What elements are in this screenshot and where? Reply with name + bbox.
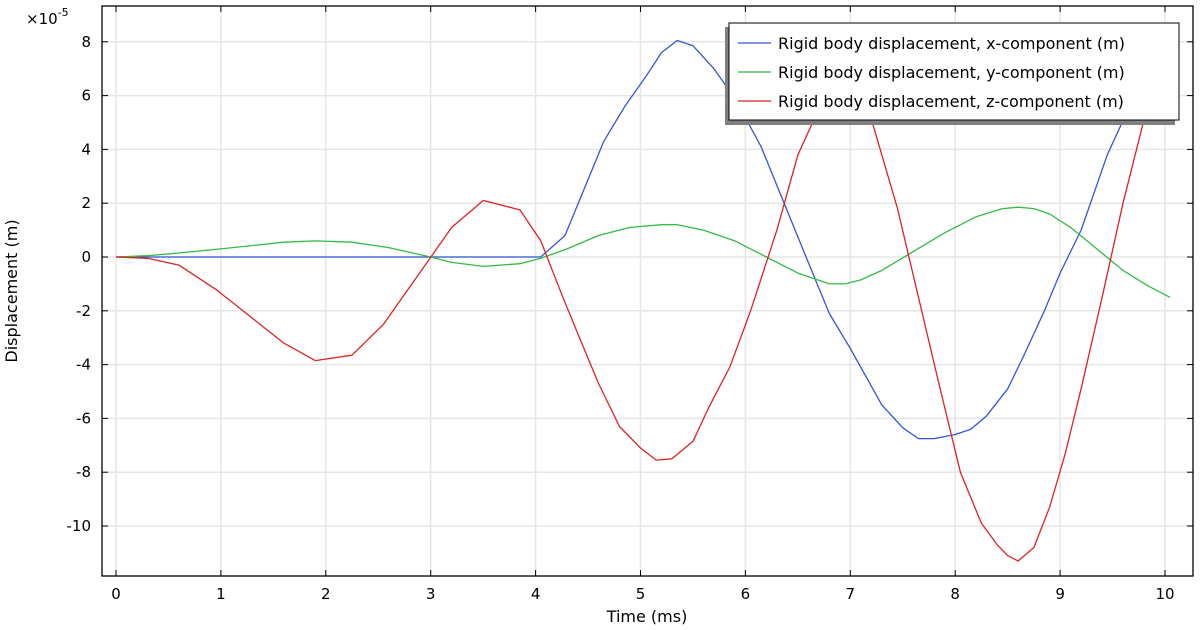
- x-tick-label: 1: [216, 585, 226, 603]
- y-tick-label: 4: [81, 140, 91, 158]
- y-tick-label: 2: [81, 194, 91, 212]
- legend-box: [728, 22, 1180, 121]
- y-tick-label: 8: [81, 33, 91, 51]
- x-tick-label: 3: [426, 585, 436, 603]
- x-axis-title: Time (ms): [606, 607, 688, 626]
- x-tick-label: 10: [1155, 585, 1174, 603]
- y-tick-label: -10: [67, 517, 92, 535]
- legend: Rigid body displacement, x-component (m)…: [725, 22, 1180, 125]
- x-tick-label: 2: [321, 585, 331, 603]
- x-tick-label: 7: [846, 585, 856, 603]
- x-tick-label: 4: [531, 585, 541, 603]
- legend-label: Rigid body displacement, z-component (m): [778, 92, 1124, 111]
- y-tick-label: -6: [76, 409, 91, 427]
- y-tick-labels: -10 -8 -6 -4 -2 0 2 4 6 8: [67, 33, 92, 535]
- series-line-y-component: [115, 206, 1171, 298]
- y-tick-label: -4: [76, 356, 91, 374]
- x-tick-label: 6: [741, 585, 751, 603]
- legend-label: Rigid body displacement, y-component (m): [778, 63, 1125, 82]
- x-tick-label: 9: [1055, 585, 1065, 603]
- x-tick-label: 8: [950, 585, 960, 603]
- series-line-z-component: [115, 22, 1171, 562]
- data-series: [115, 22, 1171, 562]
- y-tick-label: 6: [81, 87, 91, 105]
- x-tick-label: 5: [636, 585, 646, 603]
- y-tick-label: -2: [76, 302, 91, 320]
- series-line-x-component: [116, 33, 1171, 440]
- y-multiplier-label: ×10-5: [26, 6, 69, 28]
- x-tick-labels: 0 1 2 3 4 5 6 7 8 9 10: [111, 585, 1174, 603]
- y-axis-title: Displacement (m): [2, 219, 21, 362]
- y-tick-label: 0: [81, 248, 91, 266]
- axis-ticks: [102, 6, 1193, 576]
- y-tick-label: -8: [76, 463, 91, 481]
- legend-label: Rigid body displacement, x-component (m): [778, 34, 1125, 53]
- x-tick-label: 0: [111, 585, 121, 603]
- plot-frame: [101, 5, 1194, 577]
